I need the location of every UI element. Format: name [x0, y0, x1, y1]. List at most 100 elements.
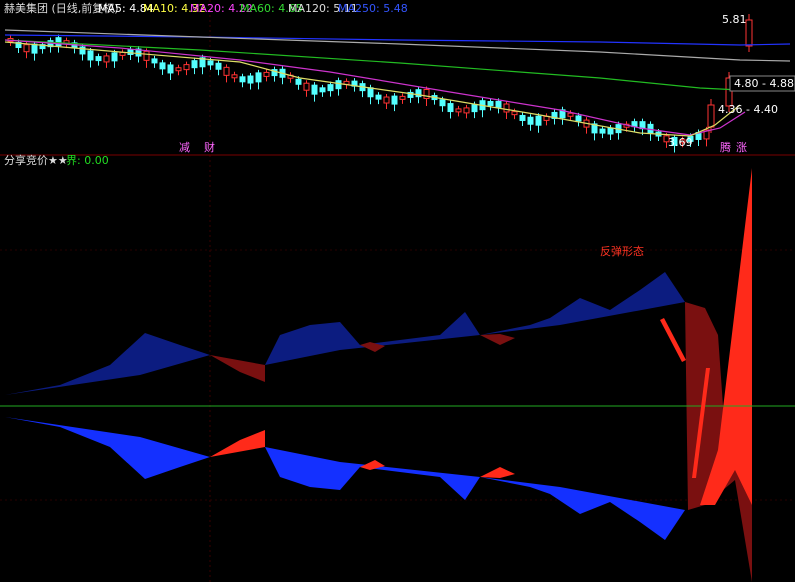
area-lower-red	[480, 467, 515, 478]
candle-body	[111, 52, 118, 62]
candle-body	[199, 57, 206, 68]
price-label: 5.81	[722, 13, 747, 26]
ma-label: MA20: 4.22	[190, 2, 253, 15]
candle-body	[135, 48, 142, 57]
candle-body	[391, 95, 398, 105]
candle-body	[303, 82, 310, 91]
candle-body	[31, 43, 38, 54]
marker: 涨	[736, 141, 747, 154]
ma60-line	[4, 39, 741, 91]
ma-label: MA60: 4.65	[240, 2, 303, 15]
area-upper-red	[480, 334, 515, 345]
candle-body	[671, 136, 678, 146]
candle-body	[239, 76, 246, 83]
candle-body	[175, 67, 182, 72]
candle-body	[559, 109, 566, 119]
candle-body	[535, 115, 542, 126]
candle-body	[383, 96, 390, 104]
candle-body	[295, 78, 302, 85]
candle-body	[215, 62, 222, 70]
candle-body	[15, 42, 22, 49]
candle-body	[207, 60, 214, 66]
candle-body	[87, 50, 94, 61]
area-upper-red	[210, 355, 265, 382]
candle-body	[263, 71, 270, 77]
candle-body	[519, 114, 526, 121]
candle-body	[591, 123, 598, 134]
candle-body	[23, 44, 30, 53]
annotation: 反弹形态	[600, 244, 644, 258]
candle-body	[511, 111, 518, 116]
marker: 减	[179, 141, 190, 154]
candle-body	[703, 129, 710, 140]
candle-body	[255, 72, 262, 83]
candle-body	[247, 75, 254, 84]
candle-body	[599, 128, 606, 134]
candle-body	[679, 139, 686, 144]
candle-body	[439, 99, 446, 107]
candle-body	[471, 104, 478, 113]
candle-body	[495, 100, 502, 108]
candle-body	[311, 84, 318, 95]
candle-body	[663, 135, 670, 143]
candle-body	[607, 127, 614, 135]
marker: 财	[204, 140, 215, 154]
indicator-value: 界: 0.00	[66, 154, 109, 167]
candle-body	[725, 77, 733, 107]
candle-body	[575, 115, 582, 122]
candle-body	[375, 94, 382, 100]
candle-body	[335, 80, 342, 90]
ma-label: MA10: 4.32	[143, 2, 206, 15]
candle-body	[399, 95, 406, 100]
area-upper	[5, 272, 685, 395]
arrow	[660, 318, 686, 362]
area-lower-red	[360, 460, 385, 470]
price-label: 3.69	[668, 136, 693, 149]
candle-body	[745, 19, 753, 47]
candle-body	[159, 62, 166, 70]
ma-label: MA120: 5.11	[288, 2, 358, 15]
area-lower-red	[210, 430, 265, 457]
candle-body	[103, 55, 110, 63]
marker: 腾	[720, 140, 731, 154]
candle-body	[707, 104, 715, 128]
candle-body	[407, 91, 414, 98]
candle-body	[463, 107, 470, 114]
candles	[7, 14, 753, 153]
ma20-line	[4, 39, 746, 136]
candle-body	[55, 37, 62, 47]
candle-body	[319, 87, 326, 93]
candle-body	[423, 89, 430, 100]
candle-body	[271, 69, 278, 77]
ma-label: MA250: 5.48	[338, 2, 408, 15]
spike-bright	[700, 168, 752, 505]
price-label: 4.36 - 4.40	[718, 103, 778, 116]
candle-body	[223, 66, 230, 76]
area-upper-red	[360, 342, 385, 352]
candle-body	[79, 46, 86, 55]
ma-lines	[4, 29, 791, 137]
candle-body	[151, 58, 158, 64]
candle-body	[231, 74, 238, 79]
candle-body	[191, 60, 198, 69]
candle-body	[39, 44, 46, 50]
candle-body	[567, 112, 574, 117]
candle-body	[487, 101, 494, 107]
candle-body	[455, 108, 462, 113]
candle-body	[447, 103, 454, 113]
candle-body	[367, 87, 374, 98]
candle-body	[183, 64, 190, 71]
candle-body	[503, 103, 510, 113]
candle-body	[167, 64, 174, 74]
indicator	[5, 168, 752, 582]
area-lower	[5, 417, 685, 540]
ma120-line	[4, 29, 791, 62]
ma10-line	[4, 41, 741, 137]
arrow	[692, 368, 710, 478]
candle-body	[95, 56, 102, 62]
indicator-title: 分享竞价★★	[4, 153, 68, 167]
candle-body	[415, 89, 422, 98]
spike-dark	[685, 302, 752, 582]
